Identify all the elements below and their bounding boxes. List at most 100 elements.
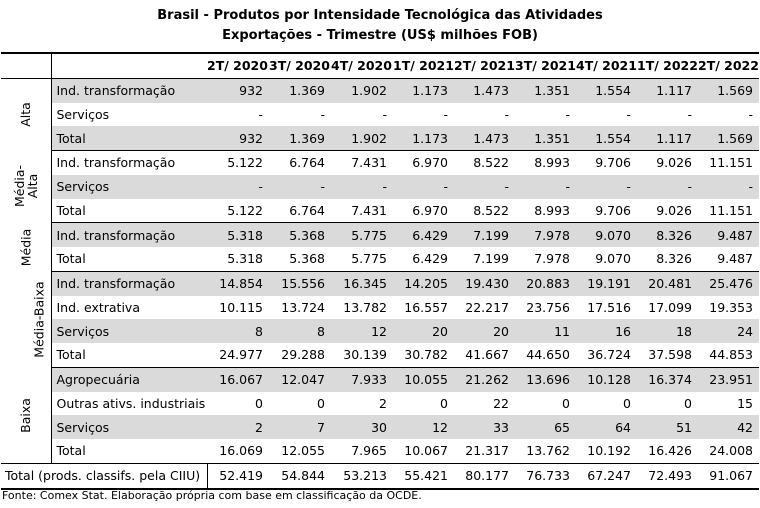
cell-value: 8: [207, 319, 269, 343]
cell-value: 8: [269, 319, 331, 343]
cell-value: 9.070: [576, 222, 637, 247]
cell-value: 15: [737, 395, 753, 411]
cell-value: 0: [562, 395, 570, 411]
cell-value: 1.554: [576, 126, 637, 152]
cell-value: 9.026: [656, 155, 692, 171]
cell-value: 29.288: [269, 343, 331, 368]
footer-total-value: 76.733: [515, 462, 576, 490]
group-label-text: Média-Baixa: [32, 281, 47, 357]
cell-value: 12: [393, 415, 454, 439]
table-row: Média Ind. transformação 5.318 5.368 5.775 6.…: [1, 222, 759, 272]
cell-value: 9.026: [637, 198, 698, 224]
row-label: Ind. extrativa: [56, 299, 141, 315]
cell-value: 25.476: [698, 271, 759, 296]
cell-value: 1.902: [331, 126, 393, 152]
cell-value: 18: [637, 319, 698, 343]
cell-value: 13.782: [343, 299, 387, 315]
cell-value: 15.556: [269, 271, 331, 296]
cell-value: 30.782: [393, 343, 454, 368]
cell-value: -: [748, 106, 753, 122]
cell-value: -: [269, 174, 331, 199]
group-label: Baixa: [1, 367, 52, 464]
cell-value: 10.128: [576, 367, 637, 392]
cell-value: -: [207, 174, 269, 199]
column-header: 4T/ 2020: [331, 51, 393, 79]
footer-total-value: 80.177: [454, 462, 515, 490]
cell-value: -: [320, 106, 325, 122]
footer-total-value: 55.421: [393, 462, 454, 490]
cell-value: 14.205: [393, 271, 454, 296]
group-label: Média: [1, 222, 52, 272]
cell-value: -: [687, 106, 692, 122]
cell-value: -: [515, 174, 576, 199]
cell-value: 2: [379, 395, 387, 411]
cell-value: -: [637, 174, 698, 199]
cell-value: 7: [269, 415, 331, 439]
cell-value: 14.854: [207, 271, 269, 296]
cell-value: 22.217: [465, 299, 509, 315]
row-label: Serviços: [51, 415, 207, 439]
table-row: Serviços 2 7 30 12 33 65 64 51 42: [1, 415, 759, 439]
group-label-line: Alta: [24, 173, 40, 199]
cell-value: 33: [454, 415, 515, 439]
table-row: Total 16.069 12.055 7.965 10.067 21.317 13.762…: [1, 439, 759, 464]
cell-value: 8.326: [637, 222, 698, 247]
cell-value: -: [504, 106, 509, 122]
row-label: Serviços: [56, 106, 110, 122]
cell-value: 0: [623, 395, 631, 411]
cell-value: 0: [317, 395, 325, 411]
cell-value: 1.569: [698, 126, 759, 152]
cell-value: -: [454, 174, 515, 199]
cell-value: 8.522: [454, 198, 515, 224]
cell-value: 1.117: [637, 78, 698, 103]
cell-value: 24: [698, 319, 759, 343]
cell-value: 11.151: [698, 198, 759, 224]
row-label: Ind. transformação: [51, 271, 207, 296]
footer-total-value: 52.419: [207, 462, 269, 490]
column-header: 3T/ 2020: [269, 51, 331, 79]
cell-value: 22: [493, 395, 509, 411]
cell-value: 5.775: [331, 247, 393, 272]
cell-value: -: [443, 106, 448, 122]
group-label: Alta: [1, 78, 52, 151]
cell-value: 9.487: [698, 247, 759, 272]
cell-value: -: [331, 174, 393, 199]
cell-value: 16: [576, 319, 637, 343]
footer-total-label: Total (prods. classifs. pela CIIU): [1, 462, 208, 490]
cell-value: 5.318: [207, 247, 269, 272]
table-row: Total 5.318 5.368 5.775 6.429 7.199 7.978 9.070…: [1, 247, 759, 272]
column-header: 3T/ 2021: [515, 51, 576, 79]
column-header: 1T/ 2022: [637, 51, 698, 79]
row-label: Ind. transformação: [56, 155, 176, 171]
table-row: Alta Ind. transformação 932 1.369 1.902 1.173…: [1, 78, 759, 151]
cell-value: 1.569: [698, 78, 759, 103]
table-row: Ind. extrativa 10.115 13.724 13.782 16.557 22…: [1, 296, 759, 320]
cell-value: 16.345: [331, 271, 393, 296]
cell-value: 30: [331, 415, 393, 439]
row-label: Agropecuária: [51, 367, 207, 392]
cell-value: 19.430: [454, 271, 515, 296]
table-row: Baixa Agropecuária 16.067 12.047 7.933 10.055…: [1, 367, 759, 464]
cell-value: 16.426: [637, 439, 698, 464]
cell-value: 6.970: [412, 155, 448, 171]
cell-value: 10.055: [393, 367, 454, 392]
cell-value: 8.326: [637, 247, 698, 272]
cell-value: 21.262: [454, 367, 515, 392]
cell-value: 1.902: [331, 78, 393, 103]
table-body: Alta Ind. transformação 932 1.369 1.902 1.173…: [1, 78, 759, 464]
cell-value: 19.353: [709, 299, 753, 315]
cell-value: 13.696: [515, 367, 576, 392]
cell-value: 23.951: [698, 367, 759, 392]
cell-value: 932: [207, 78, 269, 103]
cell-value: 1.173: [393, 126, 454, 152]
cell-value: 1.473: [454, 78, 515, 103]
header-blank-group: [1, 51, 52, 79]
cell-value: 36.724: [576, 343, 637, 368]
cell-value: -: [393, 174, 454, 199]
footer-total-value: 53.213: [331, 462, 393, 490]
group-label-text: Alta: [18, 102, 33, 127]
title-line-1: Brasil - Produtos por Intensidade Tecnol…: [157, 8, 603, 23]
cell-value: 10.115: [219, 299, 263, 315]
cell-value: 41.667: [454, 343, 515, 368]
column-header: 1T/ 2021: [393, 51, 454, 79]
